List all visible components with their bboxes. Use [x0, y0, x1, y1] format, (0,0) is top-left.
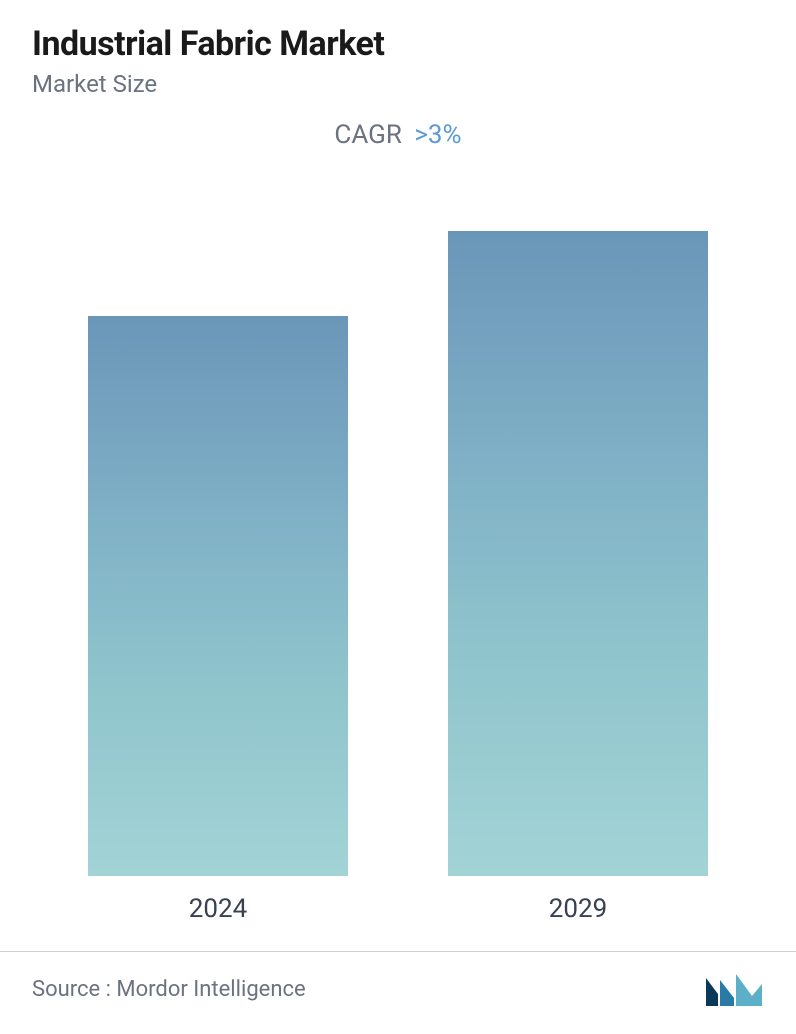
- bar-2024: [88, 316, 348, 876]
- chart-subtitle: Market Size: [32, 70, 764, 98]
- bar-chart: 2024 2029: [0, 200, 796, 924]
- bar-label-2029: 2029: [549, 894, 607, 924]
- chart-header: Industrial Fabric Market Market Size CAG…: [0, 0, 796, 158]
- chart-title: Industrial Fabric Market: [32, 24, 764, 64]
- bar-label-2024: 2024: [189, 894, 247, 924]
- cagr-label: CAGR: [334, 120, 401, 150]
- bar-group-2024: 2024: [88, 316, 348, 924]
- cagr-value: >3%: [414, 120, 461, 150]
- mordor-logo-icon: [704, 970, 764, 1008]
- bar-group-2029: 2029: [448, 231, 708, 924]
- chart-footer: Source : Mordor Intelligence: [0, 951, 796, 1034]
- cagr-row: CAGR >3%: [32, 120, 764, 150]
- bar-2029: [448, 231, 708, 876]
- source-text: Source : Mordor Intelligence: [32, 977, 306, 1002]
